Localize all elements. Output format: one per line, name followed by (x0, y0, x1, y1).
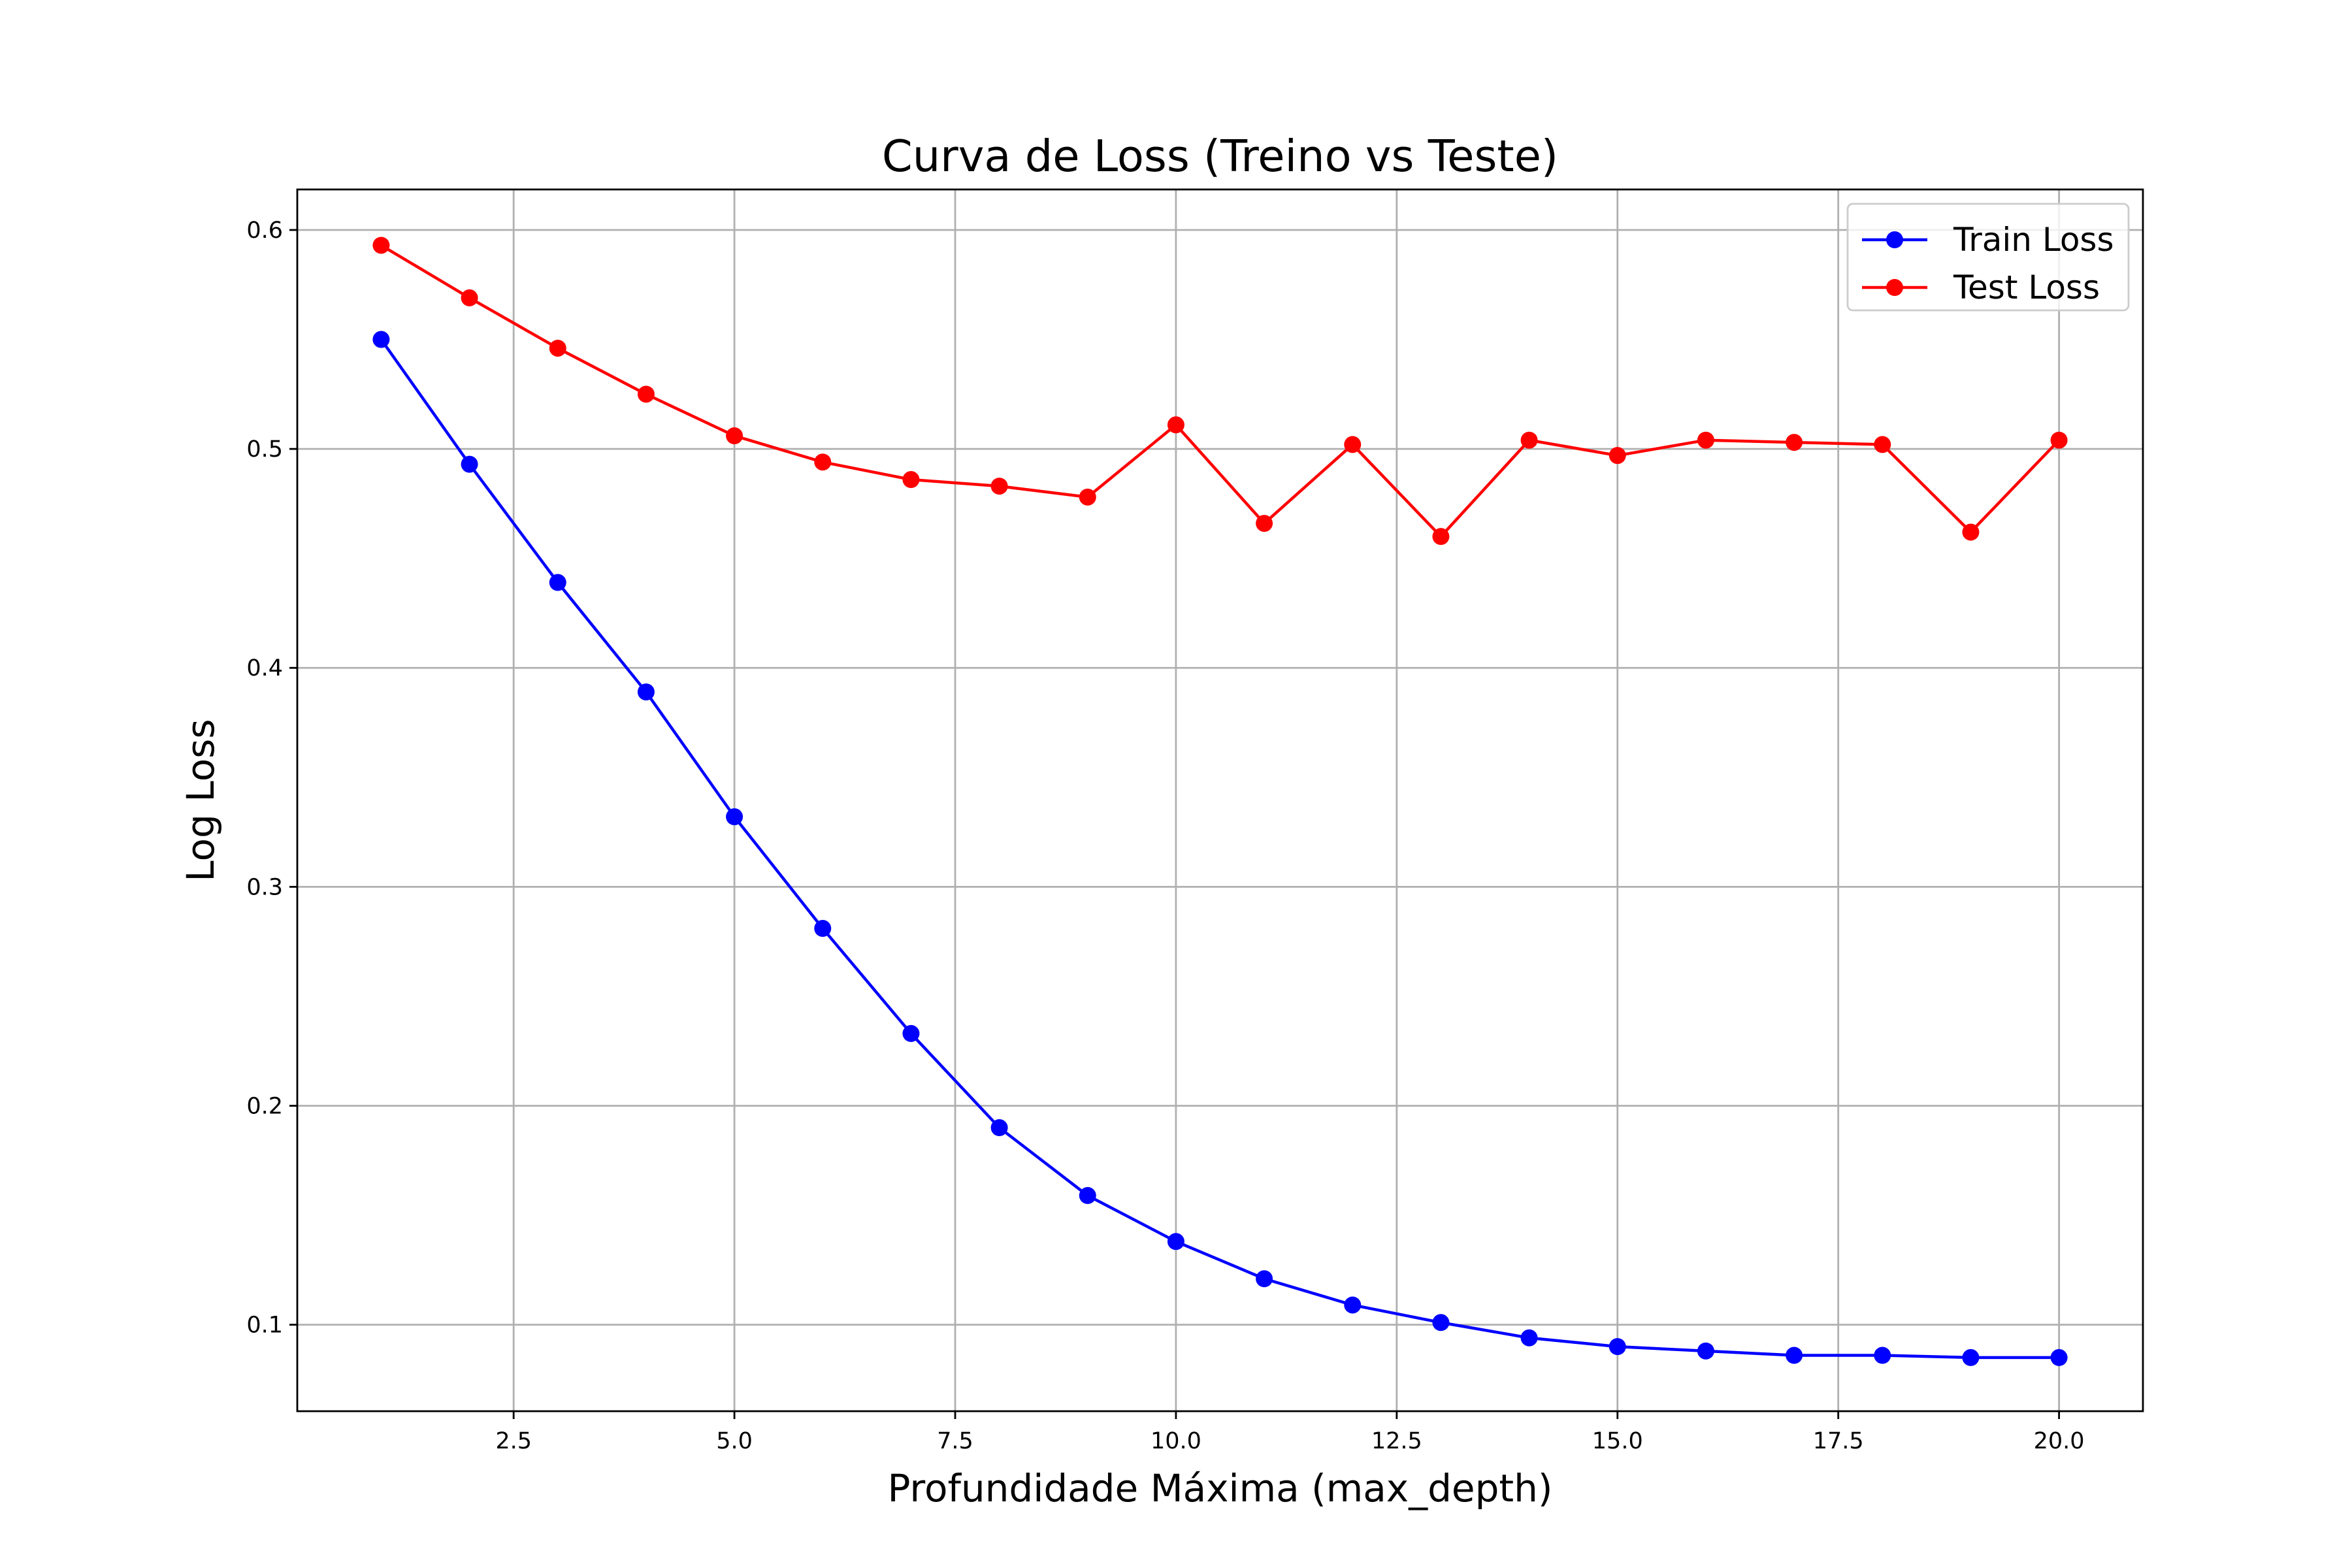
data-point (2050, 431, 2068, 449)
data-point (1609, 447, 1626, 465)
data-point (637, 385, 655, 403)
series-line (380, 338, 2059, 1360)
data-point (726, 808, 743, 826)
legend: Train Loss Test Loss (1846, 203, 2130, 312)
data-point (1962, 523, 1980, 541)
x-tick-label: 15.0 (1592, 1428, 1643, 1454)
plot-frame (296, 188, 2144, 1413)
data-point (1432, 528, 1450, 546)
y-tick-label: 0.5 (246, 436, 283, 463)
x-tick-label: 7.5 (937, 1428, 973, 1454)
x-tick-label: 20.0 (2034, 1428, 2085, 1454)
series-test-loss (372, 237, 2068, 546)
data-point (990, 478, 1008, 495)
y-tick-label: 0.2 (246, 1094, 283, 1120)
data-point (1079, 1186, 1096, 1204)
legend-swatch-marker (1886, 279, 1903, 296)
data-point (814, 453, 832, 471)
grid (297, 189, 2143, 1411)
y-tick-label: 0.3 (246, 874, 283, 900)
x-tick-label: 10.0 (1151, 1428, 1201, 1454)
data-point (1609, 1338, 1626, 1356)
x-axis-label: Profundidade Máxima (max_depth) (887, 1466, 1552, 1511)
data-point (1344, 1296, 1362, 1314)
data-point (1874, 436, 1891, 453)
legend-swatch-marker (1886, 231, 1903, 248)
data-point (1432, 1314, 1450, 1331)
data-point (1520, 1329, 1538, 1347)
legend-label: Test Loss (1953, 269, 2100, 306)
data-point (902, 471, 920, 489)
x-tick-label: 17.5 (1813, 1428, 1864, 1454)
data-point (726, 427, 743, 445)
data-point (1697, 431, 1714, 449)
data-point (372, 237, 390, 254)
data-point (1167, 416, 1184, 434)
data-point (990, 1119, 1008, 1137)
data-point (814, 920, 832, 938)
data-point (1079, 488, 1096, 506)
legend-box (1846, 203, 2130, 312)
data-point (1786, 434, 1803, 451)
data-point (1962, 1348, 1980, 1366)
data-point (549, 339, 566, 357)
y-tick-label: 0.6 (246, 218, 283, 244)
y-tick-label: 0.4 (246, 655, 283, 681)
data-point (2050, 1348, 2068, 1366)
series-line (380, 244, 2061, 538)
x-tick-label: 5.0 (716, 1428, 753, 1454)
data-point (1344, 436, 1362, 453)
data-point (1167, 1233, 1184, 1250)
data-point (1520, 431, 1538, 449)
axis-ticks: 2.5 5.0 7.5 10.0 12.5 15.0 17.5 20.0 0.1 0.2 0.3 0.… (246, 218, 2084, 1454)
data-point (549, 574, 566, 591)
data-point (372, 331, 390, 348)
x-tick-label: 2.5 (495, 1428, 532, 1454)
data-point (1874, 1347, 1891, 1364)
y-axis-label: Log Loss (178, 719, 223, 881)
data-point (902, 1024, 920, 1042)
chart-title: Curva de Loss (Treino vs Teste) (882, 131, 1558, 182)
series-train-loss (372, 331, 2068, 1366)
data-point (637, 683, 655, 701)
legend-label: Train Loss (1953, 221, 2114, 259)
series-layer (372, 237, 2068, 1366)
data-point (1256, 1270, 1273, 1288)
data-point (461, 289, 478, 306)
y-tick-label: 0.1 (246, 1313, 283, 1339)
data-point (461, 455, 478, 473)
data-point (1786, 1347, 1803, 1364)
data-point (1697, 1342, 1714, 1360)
data-point (1256, 515, 1273, 532)
x-tick-label: 12.5 (1371, 1428, 1422, 1454)
